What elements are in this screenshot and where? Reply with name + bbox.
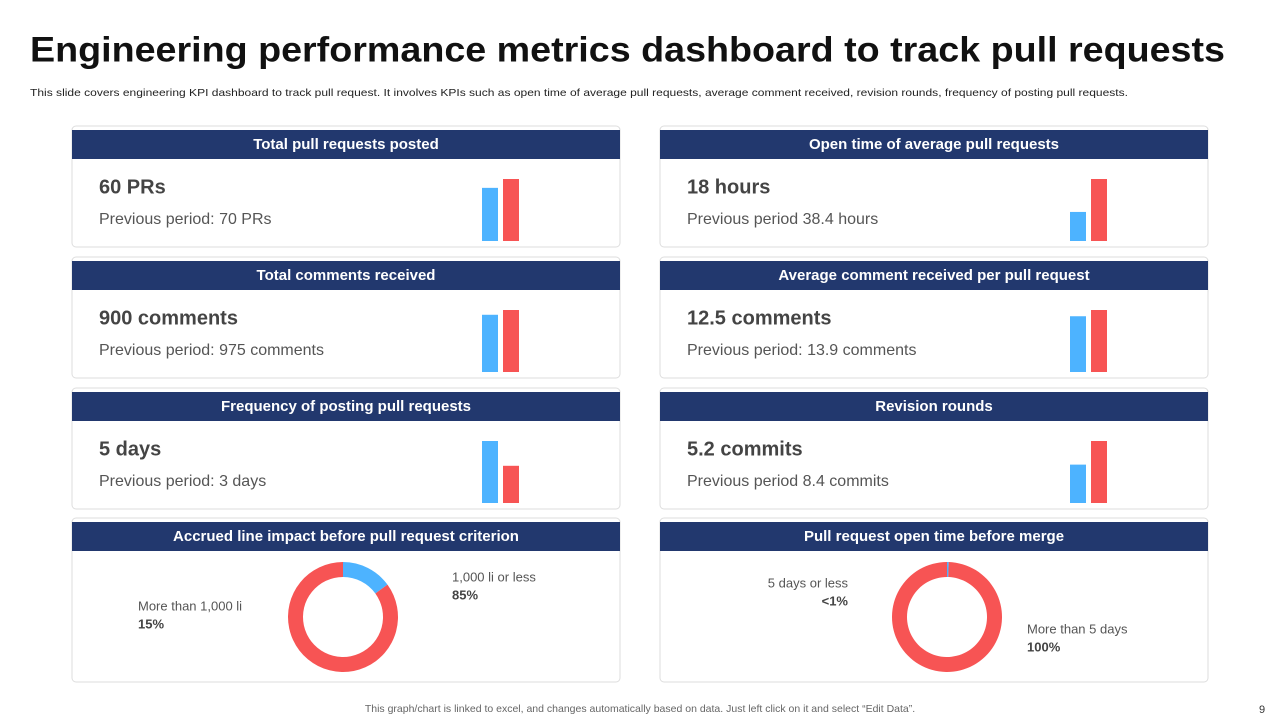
kpi-bar xyxy=(1070,316,1086,372)
slice-name: 1,000 li or less xyxy=(452,569,536,584)
slice-name: 5 days or less xyxy=(768,575,849,590)
kpi-bar xyxy=(1070,211,1086,241)
kpi-previous: Previous period: 70 PRs xyxy=(99,211,272,228)
card-header xyxy=(72,392,620,421)
slice-name: More than 1,000 li xyxy=(138,598,242,613)
kpi-previous: Previous period: 975 comments xyxy=(99,342,324,359)
donut-slice xyxy=(343,562,388,594)
card-title: Total comments received xyxy=(257,267,436,284)
kpi-previous: Previous period 38.4 hours xyxy=(687,211,878,228)
kpi-previous: Previous period: 13.9 comments xyxy=(687,342,916,359)
page-subtitle: This slide covers engineering KPI dashbo… xyxy=(30,87,1128,99)
footer-note: This graph/chart is linked to excel, and… xyxy=(365,703,915,715)
kpi-bar xyxy=(482,314,498,372)
card xyxy=(659,517,1209,683)
page-title: Engineering performance metrics dashboar… xyxy=(30,30,1225,69)
kpi-bar xyxy=(503,465,519,503)
card-header xyxy=(660,522,1208,551)
card-header xyxy=(72,130,620,159)
card-header xyxy=(660,392,1208,421)
kpi-value: 5.2 commits xyxy=(687,438,803,460)
slice-name: More than 5 days xyxy=(1027,621,1128,636)
kpi-previous: Previous period: 3 days xyxy=(99,473,266,490)
card-title: Pull request open time before merge xyxy=(804,528,1064,545)
slice-label: 85% xyxy=(452,587,478,602)
card-title: Open time of average pull requests xyxy=(809,136,1059,153)
kpi-value: 12.5 comments xyxy=(687,307,832,329)
card-title: Accrued line impact before pull request … xyxy=(173,528,519,545)
card-title: Revision rounds xyxy=(875,398,993,415)
card-title: Average comment received per pull reques… xyxy=(778,267,1089,284)
kpi-previous: Previous period 8.4 commits xyxy=(687,473,889,490)
slice-label: 100% xyxy=(1027,639,1061,654)
kpi-bar xyxy=(482,187,498,241)
donut-slice xyxy=(947,562,949,578)
card-header xyxy=(72,522,620,551)
kpi-value: 5 days xyxy=(99,438,161,460)
kpi-value: 60 PRs xyxy=(99,176,166,198)
kpi-bar xyxy=(1091,441,1107,503)
kpi-bar xyxy=(1091,179,1107,241)
page-number: 9 xyxy=(1259,704,1265,716)
card-title: Frequency of posting pull requests xyxy=(221,398,471,415)
kpi-value: 18 hours xyxy=(687,176,770,198)
card-title: Total pull requests posted xyxy=(253,136,439,153)
card-header xyxy=(660,130,1208,159)
kpi-bar xyxy=(482,441,498,503)
card xyxy=(71,517,621,683)
card-header xyxy=(660,261,1208,290)
kpi-bar xyxy=(503,310,519,372)
kpi-bar xyxy=(1091,310,1107,372)
slice-label: 15% xyxy=(138,616,164,631)
slice-label: <1% xyxy=(822,593,849,608)
kpi-bar xyxy=(503,179,519,241)
kpi-value: 900 comments xyxy=(99,307,238,329)
kpi-bar xyxy=(1070,464,1086,503)
card-header xyxy=(72,261,620,290)
